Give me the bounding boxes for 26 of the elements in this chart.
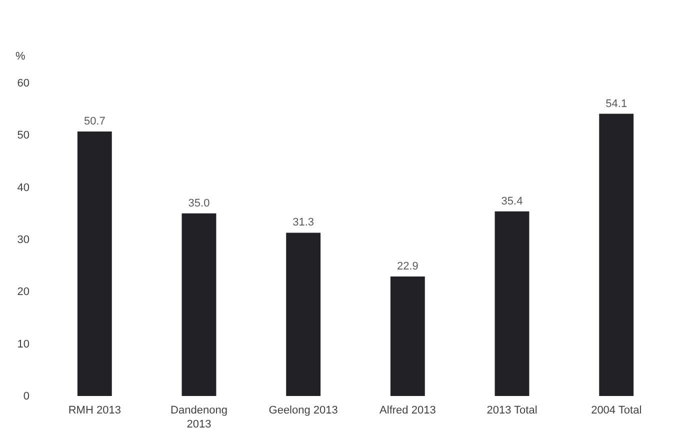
x-tick-label: 2013 Total — [486, 404, 538, 416]
y-tick-label: 40 — [17, 182, 30, 194]
bar — [494, 211, 530, 396]
data-label: 31.3 — [292, 216, 314, 229]
data-label: 35.0 — [188, 197, 210, 210]
y-tick-label: 30 — [17, 234, 30, 246]
bar — [286, 232, 321, 396]
y-tick-label: 0 — [23, 390, 30, 402]
data-label: 50.7 — [84, 116, 106, 128]
data-label: 22.9 — [396, 260, 418, 273]
x-tick-label: 2004 Total — [591, 404, 642, 416]
x-tick-label: Alfred 2013 — [380, 404, 436, 416]
x-tick-label: Geelong 2013 — [268, 404, 338, 416]
bar — [77, 132, 112, 396]
bar — [390, 276, 425, 396]
y-tick-label: 10 — [17, 338, 30, 350]
y-tick-label: 50 — [17, 130, 30, 142]
x-tick-label: RMH 2013 — [68, 404, 121, 416]
data-label: 35.4 — [501, 195, 523, 208]
y-axis-title: % — [16, 50, 26, 62]
bar — [599, 114, 634, 396]
bar — [182, 213, 216, 396]
y-tick-label: 20 — [17, 286, 30, 298]
x-tick-label: Dandenong 2013 — [170, 404, 228, 430]
data-label: 54.1 — [606, 98, 628, 110]
y-tick-label: 60 — [17, 78, 30, 90]
